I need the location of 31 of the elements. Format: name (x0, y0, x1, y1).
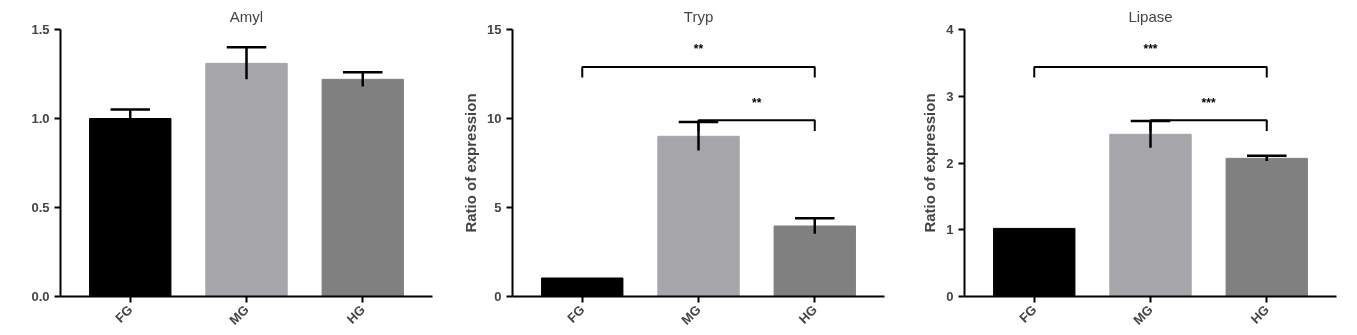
y-tick-label: 1.0 (31, 111, 50, 126)
y-tick-label: 3 (946, 88, 954, 104)
y-tick-label: 10 (487, 111, 502, 126)
annotation: ** (751, 95, 762, 110)
annotation: ** (693, 42, 704, 57)
x-tick-label: FG (564, 302, 588, 326)
y-tick-label: 0.5 (31, 200, 50, 215)
y-tick-label: 2 (946, 155, 954, 171)
x-tick-label: MG (1130, 302, 1156, 328)
y-tick-label: 5 (494, 200, 502, 215)
chart-title: Amyl (229, 7, 264, 25)
x-tick-label: HG (343, 302, 369, 327)
chart-title: Tryp (683, 7, 714, 25)
annotation: *** (1143, 42, 1158, 57)
y-tick-label: 4 (946, 22, 955, 37)
y-axis-title: Ratio of expression (462, 93, 480, 233)
x-tick-label: FG (112, 302, 136, 326)
x-tick-label: FG (1016, 302, 1040, 326)
x-tick-label: HG (1247, 302, 1273, 327)
x-tick-label: MG (226, 302, 252, 328)
y-axis-title: Ratio of expression (921, 93, 939, 233)
chart-title: Lipase (1128, 7, 1173, 25)
y-tick-label: 1.5 (31, 22, 50, 37)
y-tick-label: 0.0 (31, 289, 50, 304)
annotation: *** (1201, 95, 1216, 110)
y-tick-label: 0 (946, 289, 954, 304)
y-tick-label: 15 (487, 22, 502, 37)
x-tick-label: HG (795, 302, 821, 327)
y-tick-label: 0 (494, 289, 502, 304)
y-tick-label: 1 (946, 222, 954, 238)
x-tick-label: MG (678, 302, 704, 328)
